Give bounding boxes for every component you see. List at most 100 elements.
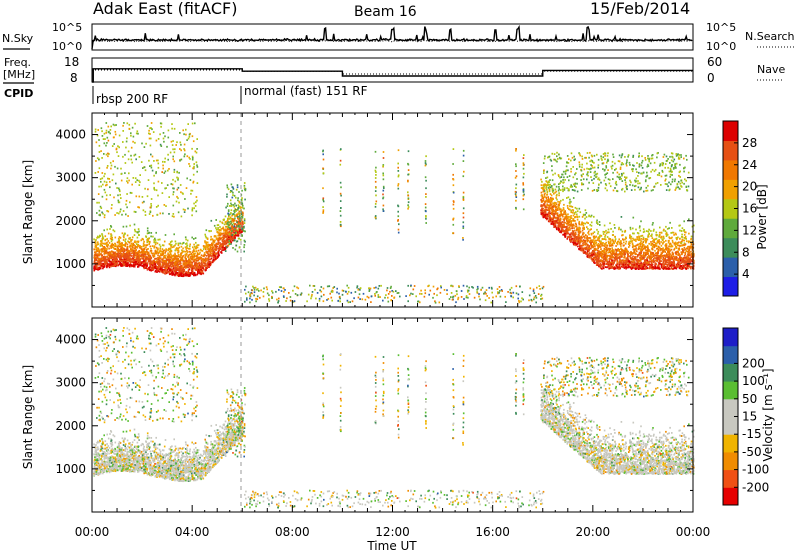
power-echo bbox=[602, 267, 605, 270]
power-echo bbox=[597, 244, 599, 247]
power-echo bbox=[137, 262, 140, 264]
power-echo bbox=[169, 270, 172, 273]
power-echo bbox=[668, 245, 670, 248]
power-echo bbox=[231, 237, 233, 240]
power-echo bbox=[205, 236, 208, 239]
power-echo bbox=[100, 250, 103, 252]
power-echo bbox=[112, 136, 115, 139]
power-echo bbox=[668, 259, 670, 262]
power-echo bbox=[196, 263, 199, 266]
power-echo bbox=[640, 220, 642, 223]
power-echo bbox=[168, 261, 171, 264]
power-echo bbox=[109, 132, 111, 135]
power-echo bbox=[683, 220, 685, 223]
power-echo bbox=[214, 252, 216, 255]
power-echo bbox=[613, 224, 616, 226]
power-echo bbox=[121, 232, 124, 235]
power-echo bbox=[130, 154, 132, 157]
power-echo bbox=[102, 247, 104, 250]
power-echo bbox=[183, 155, 186, 158]
power-echo bbox=[142, 250, 145, 253]
power-echo bbox=[579, 244, 582, 247]
power-echo bbox=[95, 254, 97, 257]
power-echo bbox=[593, 249, 595, 252]
power-echo bbox=[210, 248, 213, 251]
power-echo bbox=[236, 213, 239, 216]
power-echo bbox=[161, 258, 163, 261]
power-echo bbox=[197, 269, 200, 271]
power-echo bbox=[122, 251, 125, 254]
power-echo bbox=[121, 250, 124, 252]
power-echo bbox=[583, 250, 585, 253]
power-echo bbox=[158, 257, 161, 259]
frequency-panel: Freq. [MHz] 18 8 60 0 Nave bbox=[3, 55, 785, 85]
power-echo bbox=[209, 262, 212, 265]
power-echo bbox=[159, 269, 162, 272]
power-echo bbox=[121, 245, 123, 248]
power-echo bbox=[146, 227, 149, 230]
power-echo bbox=[643, 268, 645, 270]
power-echo bbox=[159, 245, 162, 248]
power-echo bbox=[123, 250, 126, 253]
power-echo bbox=[118, 134, 121, 137]
power-echo bbox=[185, 260, 187, 262]
power-echo bbox=[174, 148, 176, 151]
nave-label: Nave bbox=[757, 63, 785, 76]
power-echo bbox=[592, 239, 594, 241]
power-echo bbox=[190, 267, 193, 270]
power-echo bbox=[188, 163, 190, 165]
power-echo bbox=[175, 261, 177, 264]
power-echo bbox=[136, 240, 138, 243]
power-echo bbox=[577, 245, 579, 248]
power-echo bbox=[160, 254, 162, 257]
power-echo bbox=[183, 266, 185, 269]
power-echo bbox=[151, 262, 154, 265]
power-echo bbox=[153, 186, 155, 189]
power-echo bbox=[582, 247, 584, 250]
power-echo bbox=[96, 134, 99, 137]
power-echo bbox=[653, 258, 655, 260]
power-echo bbox=[241, 224, 243, 227]
power-echo bbox=[672, 268, 674, 270]
power-echo bbox=[122, 225, 125, 228]
power-echo bbox=[138, 206, 140, 209]
power-echo bbox=[144, 187, 146, 190]
power-echo bbox=[156, 271, 158, 273]
power-echo bbox=[646, 246, 648, 248]
power-echo bbox=[187, 123, 189, 125]
power-echo bbox=[195, 210, 198, 213]
power-echo bbox=[186, 139, 188, 141]
power-echo bbox=[193, 255, 196, 258]
power-echo bbox=[115, 244, 117, 247]
power-echo bbox=[567, 227, 569, 230]
power-echo bbox=[244, 189, 247, 192]
power-echo bbox=[120, 173, 123, 175]
power-echo bbox=[667, 256, 669, 259]
power-echo bbox=[576, 238, 578, 240]
power-echo bbox=[186, 266, 188, 268]
power-echo bbox=[149, 266, 151, 269]
power-echo bbox=[114, 165, 116, 168]
power-echo bbox=[162, 271, 165, 274]
power-echo bbox=[150, 137, 152, 140]
power-echo bbox=[185, 238, 187, 241]
power-echo bbox=[663, 241, 665, 243]
power-echo bbox=[656, 260, 658, 263]
power-echo bbox=[164, 251, 166, 254]
power-echo bbox=[93, 268, 96, 270]
power-echo bbox=[173, 168, 176, 171]
power-echo bbox=[162, 253, 164, 256]
power-echo bbox=[171, 261, 174, 263]
sky-noise-frame bbox=[91, 23, 694, 51]
power-echo bbox=[154, 263, 157, 266]
power-echo bbox=[170, 244, 173, 246]
power-echo bbox=[217, 240, 220, 242]
power-echo bbox=[169, 241, 172, 243]
power-echo bbox=[177, 211, 180, 214]
power-echo bbox=[186, 245, 188, 248]
power-echo bbox=[149, 133, 151, 135]
power-echo bbox=[650, 230, 652, 232]
sky-tick-bottom-right: 10^0 bbox=[706, 40, 736, 53]
power-echo bbox=[561, 224, 564, 226]
power-echo bbox=[157, 159, 159, 162]
